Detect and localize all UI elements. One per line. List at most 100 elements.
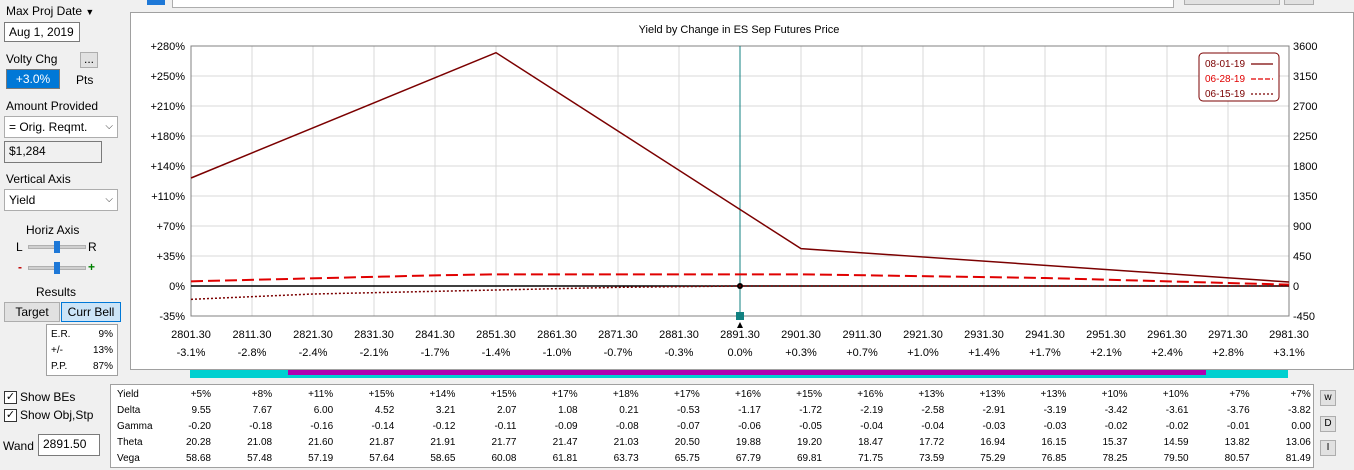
amount-value-field: $1,284 xyxy=(4,141,102,163)
show-objstp-label: Show Obj,Stp xyxy=(20,408,94,422)
yield-chart[interactable]: Yield by Change in ES Sep Futures Price … xyxy=(131,13,1354,371)
greeks-cell: 80.57 xyxy=(1224,453,1250,464)
greeks-cell: +14% xyxy=(429,389,456,400)
show-objstp-checkbox[interactable]: ✓ xyxy=(4,409,17,422)
amount-provided-value: = Orig. Reqmt. xyxy=(9,120,88,134)
range-bar-magenta xyxy=(288,370,1206,375)
greeks-cell: -0.03 xyxy=(1043,421,1067,432)
x-tick-label: 2961.30 xyxy=(1147,329,1187,341)
greeks-cell: -0.08 xyxy=(615,421,639,432)
volty-chg-input[interactable]: +3.0% xyxy=(6,69,60,89)
x-pct-tick-label: +0.3% xyxy=(785,347,817,359)
greeks-cell: 21.08 xyxy=(247,437,273,448)
max-proj-date-input[interactable]: Aug 1, 2019 xyxy=(4,22,80,42)
greeks-cell: +8% xyxy=(251,389,273,400)
greeks-cell: 81.49 xyxy=(1285,453,1311,464)
x-tick-label: 2871.30 xyxy=(598,329,638,341)
greeks-row-name: Delta xyxy=(117,405,141,416)
stat-er-label: E.R. xyxy=(51,329,71,340)
greeks-i-button[interactable]: I xyxy=(1320,440,1336,456)
chevron-down-icon: ▼ xyxy=(85,7,95,17)
x-tick-label: 2881.30 xyxy=(659,329,699,341)
greeks-cell: -0.09 xyxy=(554,421,578,432)
wand-input[interactable]: 2891.50 xyxy=(38,434,100,456)
x-pct-tick-label: +1.0% xyxy=(907,347,939,359)
greeks-cell: -0.12 xyxy=(432,421,456,432)
x-pct-tick-label: -1.7% xyxy=(421,347,450,359)
x-tick-label: 2811.30 xyxy=(233,329,272,341)
greeks-cell: 19.20 xyxy=(796,437,822,448)
greeks-cell: 21.03 xyxy=(613,437,639,448)
greeks-cell: +16% xyxy=(857,389,884,400)
max-proj-date-label[interactable]: Max Proj Date ▼ xyxy=(6,4,94,18)
zoom-minus-label: - xyxy=(18,260,22,274)
x-pct-tick-label: -1.0% xyxy=(543,347,572,359)
greeks-cell: -2.19 xyxy=(860,405,884,416)
chart-lines xyxy=(190,51,1290,328)
curr-bell-button[interactable]: Curr Bell xyxy=(61,302,121,322)
greeks-cell: 58.68 xyxy=(185,453,211,464)
top-scroll-thumb[interactable] xyxy=(147,0,165,5)
volty-chg-label: Volty Chg xyxy=(6,52,58,66)
target-button[interactable]: Target xyxy=(4,302,60,322)
chart-title: Yield by Change in ES Sep Futures Price xyxy=(639,24,840,36)
greeks-cell: -0.02 xyxy=(1104,421,1128,432)
greeks-cell: 7.67 xyxy=(252,405,273,416)
legend-label: 06-28-19 xyxy=(1205,74,1245,85)
amount-provided-select[interactable]: = Orig. Reqmt. ⌵ xyxy=(4,116,118,138)
volty-options-button[interactable]: ... xyxy=(80,52,98,68)
greeks-row: Delta 9.55 7.67 6.00 4.52 3.21 2.07 1.08 0.21 -0.… xyxy=(111,405,1313,421)
vertical-axis-select[interactable]: Yield ⌵ xyxy=(4,189,118,211)
greeks-cell: +16% xyxy=(735,389,761,400)
zoom-plus-label: + xyxy=(88,260,96,274)
top-button-2[interactable] xyxy=(1284,0,1314,5)
greeks-cell: +13% xyxy=(918,389,945,400)
greeks-cell: -3.19 xyxy=(1043,405,1067,416)
greeks-cell: +18% xyxy=(612,389,639,400)
legend-box xyxy=(1198,52,1280,102)
y-right-tick-label: 1350 xyxy=(1293,191,1317,203)
greeks-row-name: Theta xyxy=(117,437,143,448)
greeks-w-button[interactable]: w xyxy=(1320,390,1336,406)
greeks-cell: 61.81 xyxy=(552,453,578,464)
greeks-d-button[interactable]: D xyxy=(1320,416,1336,432)
series-line-06-15-19 xyxy=(190,285,1289,301)
vertical-axis-label: Vertical Axis xyxy=(6,172,71,186)
top-toolbar-field[interactable] xyxy=(172,0,1174,8)
greeks-cell: -1.17 xyxy=(738,405,761,416)
top-button-1[interactable] xyxy=(1184,0,1280,5)
greeks-cell: 60.08 xyxy=(491,453,517,464)
show-bes-checkbox[interactable]: ✓ xyxy=(4,391,17,404)
horiz-axis-label: Horiz Axis xyxy=(26,223,80,237)
greeks-cell: 13.06 xyxy=(1285,437,1311,448)
y-left-tick-label: +180% xyxy=(150,131,185,143)
greeks-cell: 1.08 xyxy=(558,405,578,416)
greeks-cell: 2.07 xyxy=(497,405,517,416)
y-left-tick-label: +210% xyxy=(150,101,185,113)
greeks-cell: 71.75 xyxy=(858,453,884,464)
greeks-cell: +5% xyxy=(190,389,211,400)
greeks-cell: -0.07 xyxy=(677,421,700,432)
wand-handle[interactable] xyxy=(736,312,744,320)
greeks-row-name: Gamma xyxy=(117,421,153,432)
greeks-row-name: Yield xyxy=(117,389,139,400)
greeks-cell: +17% xyxy=(673,389,700,400)
stat-pp-value: 87% xyxy=(92,361,113,372)
wand-pointer-icon xyxy=(737,322,743,328)
greeks-cell: -2.58 xyxy=(921,405,945,416)
greeks-cell: 20.28 xyxy=(185,437,211,448)
x-pct-tick-label: +2.4% xyxy=(1151,347,1183,359)
x-pct-tick-label: +2.8% xyxy=(1212,347,1244,359)
zoom-slider-thumb[interactable] xyxy=(54,262,60,274)
greeks-cell: -0.01 xyxy=(1226,421,1250,432)
x-pct-tick-label: -0.7% xyxy=(604,347,633,359)
greeks-cell: 57.64 xyxy=(369,453,395,464)
x-pct-tick-label: -2.1% xyxy=(360,347,389,359)
greeks-cell: 57.19 xyxy=(308,453,334,464)
greeks-cell: 4.52 xyxy=(374,405,395,416)
horiz-axis-slider-thumb[interactable] xyxy=(54,241,60,253)
greeks-row: Yield +5% +8% +11% +15% +14% +15% +17% +18% +17% +… xyxy=(111,389,1313,405)
x-pct-tick-label: +1.7% xyxy=(1029,347,1061,359)
stat-pp-label: P.P. xyxy=(51,361,68,372)
greeks-cell: -0.05 xyxy=(799,421,822,432)
